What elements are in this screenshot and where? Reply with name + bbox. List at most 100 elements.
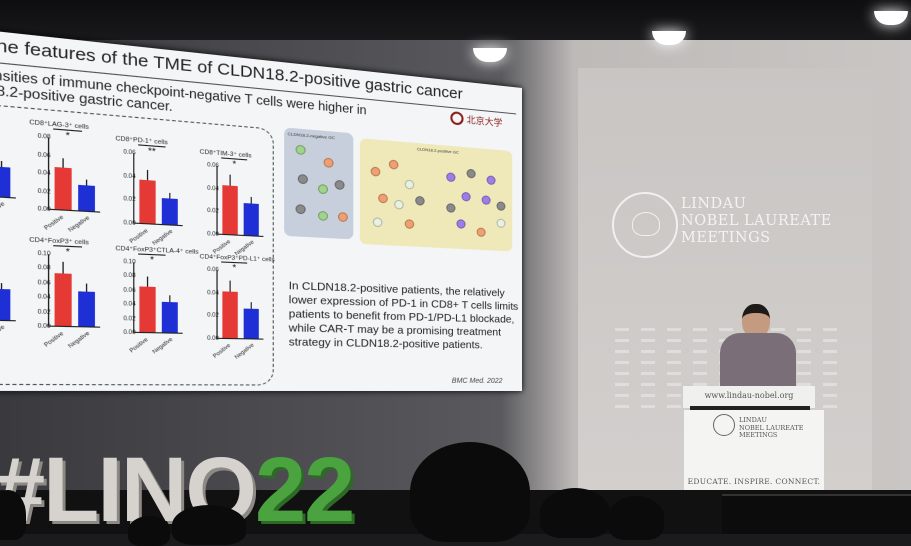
error-bar <box>62 261 64 274</box>
significance-marker: ** <box>138 144 166 158</box>
reference: BMC Med. 2022 <box>451 377 503 385</box>
ceiling-light <box>652 31 686 45</box>
y-tick-label: 0.10 <box>37 250 51 258</box>
cell-icon <box>295 204 306 215</box>
y-tick-label: 0.04 <box>37 169 51 178</box>
panel-axis <box>47 254 101 328</box>
bar-chart-panel: CD4⁺ cells0.000.050.100.15*PositiveNegat… <box>0 228 21 362</box>
banner-line: MEETINGS <box>681 230 771 246</box>
cell-icon <box>466 168 476 179</box>
banner-line: NOBEL LAUREATE <box>681 213 832 229</box>
banner-line: LINDAU <box>681 196 747 212</box>
cell-icon <box>446 172 456 183</box>
x-label: Negative <box>233 342 256 361</box>
y-tick-label: 0.08 <box>123 272 136 280</box>
error-bar <box>146 170 149 180</box>
y-tick-label: 0.00 <box>37 205 51 214</box>
y-tick-label: 0.06 <box>207 161 219 170</box>
error-bar <box>0 160 3 168</box>
cell-icon <box>496 218 506 229</box>
y-tick-label: 0.00 <box>123 329 136 337</box>
x-label: Negative <box>66 330 92 350</box>
bar-negative <box>0 289 11 321</box>
y-tick-label: 0.02 <box>37 187 51 196</box>
x-label: Negative <box>0 323 7 345</box>
speaker-head <box>742 304 770 338</box>
y-tick-label: 0.10 <box>123 258 136 266</box>
y-tick-label: 0.02 <box>123 196 136 204</box>
cell-icon <box>318 210 329 222</box>
tme-diagram: CLDN18.2-negative GC CLDN18.2-positive G… <box>284 127 516 287</box>
bar-negative <box>243 203 259 236</box>
cell-icon <box>378 193 388 204</box>
bar-positive <box>139 286 156 333</box>
y-tick-label: 0.02 <box>207 207 219 216</box>
error-bar <box>85 283 88 292</box>
y-tick-label: 0.00 <box>123 219 136 228</box>
speaker <box>720 333 796 393</box>
error-bar <box>169 295 171 302</box>
x-label: Positive <box>128 227 150 246</box>
error-bar <box>0 282 3 290</box>
y-tick-label: 0.08 <box>37 133 51 142</box>
x-label: Negative <box>151 336 175 356</box>
panel-axis <box>0 245 16 322</box>
x-label: Negative <box>0 200 7 221</box>
x-label: Positive <box>211 238 233 256</box>
podium-emblem <box>713 414 735 436</box>
audience-head <box>410 442 530 542</box>
cell-icon <box>446 203 456 213</box>
cell-icon <box>372 217 383 228</box>
podium-edge <box>690 406 810 411</box>
y-tick-label: 0.06 <box>37 151 51 160</box>
panel-axis <box>216 165 264 238</box>
cell-icon <box>388 159 399 170</box>
bar-chart-panel: CD8⁺LAG-3⁺ cells 0.00 0.02 0.04 0.06 0.08 * Pos… <box>24 119 105 252</box>
cell-icon <box>404 179 415 190</box>
logo-text: 北京大学 <box>466 114 503 129</box>
cell-icon <box>334 179 345 191</box>
bar-positive <box>222 290 238 339</box>
podium-wordmark: LINDAU NOBEL LAUREATE MEETINGS <box>739 416 803 440</box>
tree-icon <box>632 212 660 236</box>
podium-line: LINDAU <box>739 416 767 424</box>
lino-year: 22 <box>254 439 355 541</box>
positive-gc-label: CLDN18.2-positive GC <box>416 146 459 155</box>
conclusion-text: In CLDN18.2-positive patients, the relat… <box>288 279 519 352</box>
bar-positive <box>54 166 72 210</box>
stage-monitor <box>722 494 911 534</box>
y-tick-label: 0.04 <box>123 172 136 181</box>
significance-marker: * <box>221 157 248 171</box>
audience-head <box>540 488 610 538</box>
bar-negative <box>0 166 11 198</box>
cell-icon <box>337 211 348 223</box>
cell-icon <box>404 219 415 230</box>
bar-chart-panel: CD4⁺FoxP3⁺PD-L1⁺ cells 0.00 0.02 0.04 0.06 * P… <box>195 254 275 377</box>
error-bar <box>229 174 231 186</box>
bar-chart-panel: CD4⁺FoxP3⁺CTLA-4⁺ cells 0.00 0.02 0.04 0.06 0… <box>110 245 198 372</box>
university-logo: 北京大学 <box>450 111 502 129</box>
bar-positive <box>139 179 156 224</box>
y-tick-label: 0.02 <box>207 312 219 320</box>
error-bar <box>169 193 171 199</box>
cell-icon <box>461 191 471 202</box>
bar-negative <box>78 290 95 327</box>
error-bar <box>85 179 88 185</box>
panel-axis <box>133 262 183 334</box>
panel-axis <box>47 137 101 213</box>
bar-negative <box>161 198 178 225</box>
x-label: Positive <box>42 214 66 232</box>
significance-marker: * <box>138 253 166 266</box>
error-bar <box>229 280 231 292</box>
cell-icon <box>297 173 308 185</box>
bar-negative <box>243 308 259 339</box>
x-label: Positive <box>211 342 233 360</box>
bar-negative <box>161 301 178 333</box>
y-tick-label: 0.06 <box>37 279 51 287</box>
negative-gc-label: CLDN18.2-negative GC <box>287 130 335 141</box>
ceiling-light <box>874 11 908 25</box>
podium-tagline: EDUCATE. INSPIRE. CONNECT. <box>687 477 821 486</box>
y-tick-label: 0.06 <box>123 148 136 157</box>
cell-icon <box>456 219 466 229</box>
y-tick-label: 0.00 <box>207 335 219 343</box>
